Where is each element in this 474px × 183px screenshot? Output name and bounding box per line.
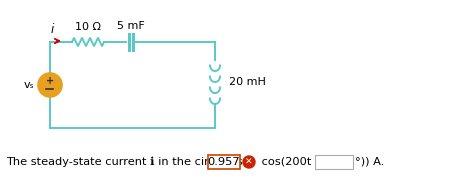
Text: 20 mH: 20 mH — [229, 77, 266, 87]
Text: cos(200t + (: cos(200t + ( — [258, 157, 332, 167]
Text: 0.957: 0.957 — [208, 157, 240, 167]
Bar — [208, 155, 240, 169]
Bar — [315, 155, 353, 169]
Circle shape — [38, 73, 62, 97]
Text: 5 mF: 5 mF — [117, 21, 145, 31]
Circle shape — [243, 156, 255, 168]
Text: °)) A.: °)) A. — [355, 157, 384, 167]
Text: vₛ: vₛ — [23, 80, 34, 90]
Text: The steady-state current ℹ in the circuit is: The steady-state current ℹ in the circui… — [6, 157, 246, 167]
Text: +: + — [46, 76, 54, 87]
Text: i: i — [51, 23, 54, 36]
Text: 10 Ω: 10 Ω — [75, 22, 101, 32]
Text: ✕: ✕ — [245, 158, 253, 167]
